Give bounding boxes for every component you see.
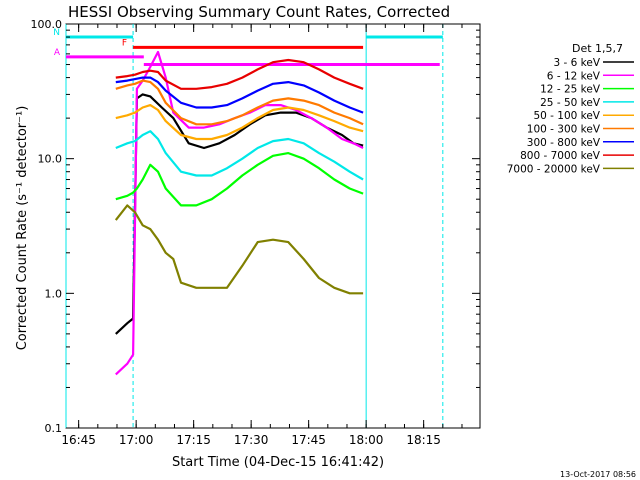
y-tick-label: 1.0 (45, 287, 63, 300)
x-tick-label: 16:45 (61, 433, 96, 447)
legend-label-7: 800 - 7000 keV (520, 150, 601, 162)
series-line-8 (114, 204, 364, 295)
annotation-bars: N F A (53, 28, 443, 67)
legend-label-8: 7000 - 20000 keV (507, 163, 601, 175)
legend-label-3: 25 - 50 keV (540, 97, 601, 109)
legend-label-6: 300 - 800 keV (527, 137, 601, 149)
x-axis-label: Start Time (04-Dec-15 16:41:42) (172, 455, 384, 470)
annotation-label-n: N (53, 28, 60, 38)
legend-label-5: 100 - 300 keV (527, 124, 601, 136)
x-tick-label: 17:45 (291, 433, 326, 447)
series-line-2 (115, 152, 364, 207)
series-line-4 (115, 103, 364, 141)
x-tick-label: 17:15 (176, 433, 211, 447)
series-line-5 (115, 79, 364, 126)
footer-timestamp: 13-Oct-2017 08:56 (560, 470, 636, 479)
legend-title: Det 1,5,7 (572, 42, 623, 55)
legend-label-1: 6 - 12 keV (547, 70, 601, 82)
legend-label-4: 50 - 100 keV (533, 110, 600, 122)
series-line-0 (115, 93, 364, 335)
y-tick-label: 0.1 (45, 422, 63, 435)
legend-label-2: 12 - 25 keV (540, 84, 601, 96)
annotation-label-a: A (54, 48, 61, 58)
y-tick-label: 10.0 (38, 153, 63, 166)
annotation-label-f: F (122, 38, 127, 48)
x-tick-label: 17:30 (234, 433, 269, 447)
legend-label-0: 3 - 6 keV (553, 57, 600, 69)
y-tick-label: 100.0 (31, 18, 63, 31)
x-tick-label: 18:00 (349, 433, 384, 447)
axis-ticks: 0.1 1.0 10.0 100.0 16:45 17:00 17:15 17:30 17:45… (31, 18, 480, 447)
chart-title: HESSI Observing Summary Count Rates, Cor… (68, 3, 450, 21)
y-axis-label: Corrected Count Rate (s⁻¹ detector⁻¹) (15, 106, 30, 351)
x-tick-label: 18:15 (406, 433, 441, 447)
series-line-7 (115, 58, 364, 90)
series-line-1 (115, 50, 364, 376)
series-line-6 (115, 76, 364, 114)
plot-area (65, 23, 481, 429)
x-tick-label: 17:00 (119, 433, 154, 447)
series-line-3 (115, 130, 364, 181)
series-lines (114, 50, 364, 376)
